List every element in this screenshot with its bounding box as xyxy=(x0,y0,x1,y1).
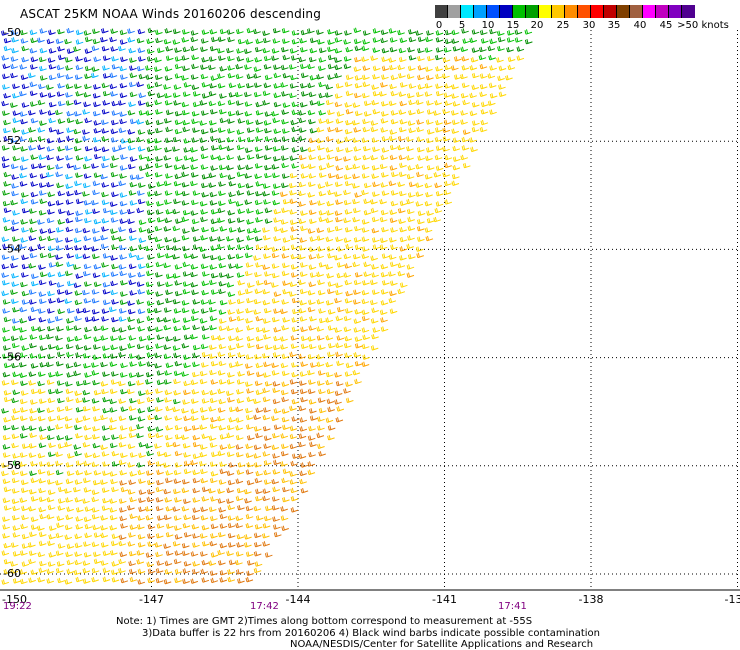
colorbar-swatch xyxy=(591,5,604,18)
colorbar-label: 45 xyxy=(659,20,673,31)
latitude-tick-label: -50 xyxy=(3,26,21,39)
longitude-tick-label: -141 xyxy=(432,593,457,606)
colorbar-swatch xyxy=(656,5,669,18)
colorbar-label: 40 xyxy=(633,20,647,31)
colorbar-label: 5 xyxy=(458,20,466,31)
longitude-tick-label: -144 xyxy=(286,593,311,606)
colorbar-swatch xyxy=(487,5,500,18)
measurement-time-label: 19:22 xyxy=(3,601,32,612)
wind-barb-group xyxy=(118,379,351,585)
note-line-3: NOAA/NESDIS/Center for Satellite Applica… xyxy=(290,639,594,650)
colorbar-label: 20 xyxy=(530,20,544,31)
colorbar-swatch xyxy=(461,5,474,18)
note-line-1: Note: 1) Times are GMT 2)Times along bot… xyxy=(116,616,533,627)
wind-barb-group xyxy=(118,378,362,584)
wind-barb-group xyxy=(1,28,181,476)
colorbar-swatch xyxy=(513,5,526,18)
wind-barb-group xyxy=(1,55,525,585)
latitude-labels: -50 -52 -54 -56 -58 -60 xyxy=(3,26,21,580)
colorbar-swatch xyxy=(552,5,565,18)
colorbar-label: >50 knots xyxy=(677,20,729,31)
colorbar-swatch xyxy=(526,5,539,18)
colorbar-swatch xyxy=(435,5,448,18)
colorbar-swatch xyxy=(565,5,578,18)
colorbar-swatch xyxy=(643,5,656,18)
colorbar-swatch xyxy=(578,5,591,18)
colorbar-swatch xyxy=(630,5,643,18)
wind-barb-group xyxy=(1,27,147,324)
wind-barb-group xyxy=(1,29,147,322)
wind-barb-group xyxy=(146,56,488,476)
colorbar-label: 15 xyxy=(506,20,520,31)
note-line-2: 3)Data buffer is 22 hrs from 20160206 4)… xyxy=(142,628,600,639)
colorbar-swatch xyxy=(682,5,695,18)
longitude-tick-label: -138 xyxy=(579,593,604,606)
latitude-tick-label: -54 xyxy=(3,242,21,255)
colorbar-label: 10 xyxy=(481,20,495,31)
colorbar-swatch xyxy=(474,5,487,18)
colorbar-swatch xyxy=(617,5,630,18)
wind-barb-group xyxy=(2,27,533,378)
measurement-time-label: 17:42 xyxy=(250,601,279,612)
wind-barb-group xyxy=(1,28,146,323)
time-labels: 19:22 17:42 17:41 xyxy=(3,601,527,612)
longitude-tick-label: -13 xyxy=(725,593,740,606)
colorbar-swatch xyxy=(604,5,617,18)
measurement-time-label: 17:41 xyxy=(498,601,527,612)
colorbar-label: 0 xyxy=(435,20,443,31)
colorbar-label: 25 xyxy=(556,20,570,31)
latitude-tick-label: -56 xyxy=(3,351,21,364)
wind-barb-group xyxy=(2,27,533,378)
longitude-labels: -150 -147 -144 -141 -138 -13 xyxy=(2,593,740,606)
colorbar-labels: 0 5 10 15 20 25 30 35 40 45 >50 knots xyxy=(435,20,735,32)
latitude-tick-label: -52 xyxy=(3,134,21,147)
colorbar-swatch xyxy=(669,5,682,18)
colorbar-swatch xyxy=(500,5,513,18)
map-title: ASCAT 25KM NOAA Winds 20160206 descendin… xyxy=(20,7,322,21)
colorbar-label: 35 xyxy=(607,20,621,31)
wind-speed-colorbar xyxy=(435,5,695,18)
colorbar-swatch xyxy=(448,5,461,18)
colorbar-swatch xyxy=(539,5,552,18)
longitude-tick-label: -150 xyxy=(2,593,27,606)
latitude-tick-label: -58 xyxy=(3,459,21,472)
longitude-tick-label: -147 xyxy=(139,593,164,606)
wind-barbs xyxy=(1,27,533,585)
latitude-tick-label: -60 xyxy=(3,567,21,580)
map-grid xyxy=(0,30,740,591)
colorbar-label: 30 xyxy=(582,20,596,31)
